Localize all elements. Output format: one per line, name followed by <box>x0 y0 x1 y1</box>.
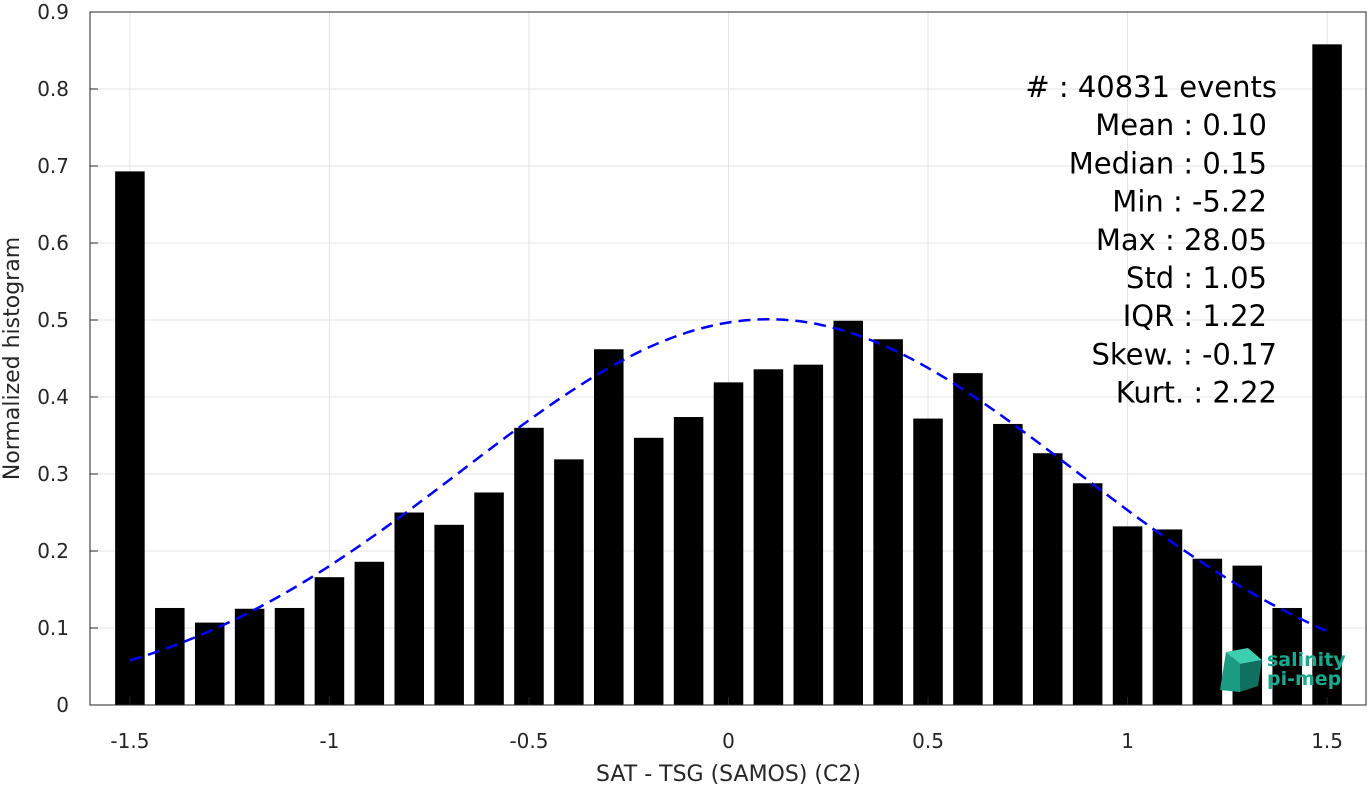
x-tick-label: 1 <box>1121 729 1134 753</box>
histogram-bar <box>993 423 1023 705</box>
stat-line: Max : 28.05 <box>1096 223 1267 257</box>
gaussian-fit-line <box>129 317 1328 662</box>
bars <box>115 44 1342 705</box>
histogram-bar <box>155 607 185 705</box>
y-tick-label: 0.5 <box>37 308 69 332</box>
logo-line2: pi-mep <box>1267 668 1341 690</box>
salinity-pi-mep-logo: salinity pi-mep <box>1220 648 1346 692</box>
y-tick-label: 0.3 <box>37 462 69 486</box>
y-tick-label: 0.7 <box>37 154 69 178</box>
y-axis-ticks: 0 0.1 0.2 0.3 0.4 0.5 0.6 0.7 0.8 0.9 <box>37 0 98 717</box>
x-axis-ticks: -1.5 -1 -0.5 0 0.5 1 1.5 <box>110 697 1343 753</box>
y-tick-label: 0.6 <box>37 231 69 255</box>
histogram-bar <box>474 492 504 705</box>
x-tick-label: -1.5 <box>110 729 149 753</box>
y-tick-label: 0 <box>56 693 69 717</box>
histogram-bar <box>1072 483 1103 705</box>
x-tick-label: 0 <box>722 729 735 753</box>
histogram-bar <box>434 524 464 705</box>
stat-line: Skew. : -0.17 <box>1091 337 1277 371</box>
histogram-bar <box>1152 529 1183 705</box>
y-axis-label: Normalized histogram <box>0 237 25 480</box>
y-tick-label: 0.8 <box>37 77 69 101</box>
histogram-bar <box>394 512 425 705</box>
histogram-bar <box>673 417 704 705</box>
statistics-box: # : 40831 events Mean : 0.10 Median : 0.15… <box>1025 70 1277 410</box>
stat-line: Median : 0.15 <box>1069 146 1267 180</box>
x-tick-label: 1.5 <box>1311 729 1343 753</box>
histogram-bar <box>713 382 744 705</box>
histogram-bar <box>793 364 824 705</box>
stat-line: # : 40831 events <box>1025 70 1277 104</box>
histogram-bar <box>554 459 584 705</box>
histogram-bar <box>194 622 225 705</box>
histogram-bar <box>594 349 624 705</box>
stat-line: Std : 1.05 <box>1126 261 1267 295</box>
x-tick-label: -0.5 <box>509 729 548 753</box>
histogram-bar <box>1032 453 1063 705</box>
x-axis-label: SAT - TSG (SAMOS) (C2) <box>596 762 861 785</box>
stat-line: IQR : 1.22 <box>1123 299 1267 333</box>
histogram-bar <box>953 373 983 705</box>
stat-line: Mean : 0.10 <box>1095 108 1267 142</box>
y-tick-label: 0.1 <box>37 616 69 640</box>
histogram-bar <box>753 369 784 705</box>
histogram-bar <box>1272 607 1302 705</box>
stat-line: Min : -5.22 <box>1112 185 1267 219</box>
y-tick-label: 0.2 <box>37 539 69 563</box>
histogram-bar <box>833 320 863 705</box>
histogram-bar <box>514 427 544 705</box>
histogram-bar <box>354 561 385 705</box>
fit-curve <box>129 317 1328 662</box>
histogram-bar <box>1112 526 1143 705</box>
histogram-bar <box>633 437 664 705</box>
y-tick-label: 0.9 <box>37 0 69 24</box>
histogram-bar <box>274 607 305 705</box>
x-tick-label: 0.5 <box>912 729 944 753</box>
histogram-bar <box>314 577 345 705</box>
histogram-bar <box>873 339 903 705</box>
stat-line: Kurt. : 2.22 <box>1116 376 1277 410</box>
logo-line1: salinity <box>1267 649 1346 671</box>
y-tick-label: 0.4 <box>37 385 69 409</box>
histogram-bar <box>1312 44 1342 705</box>
histogram-bar <box>115 171 145 705</box>
x-tick-label: -1 <box>319 729 339 753</box>
histogram-bar <box>1192 558 1223 705</box>
histogram-bar <box>234 608 265 705</box>
logo-cube-icon <box>1220 648 1262 692</box>
histogram-bar <box>913 418 943 705</box>
